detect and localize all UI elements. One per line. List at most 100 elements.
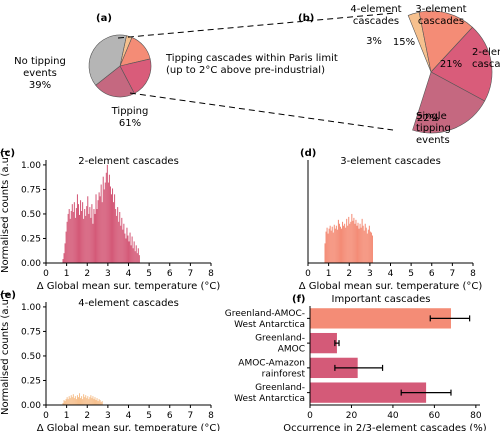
hist-bar — [350, 221, 352, 263]
pie-b-slice-3 — [412, 71, 486, 134]
x-axis-label: Δ Global mean sur. temperature (°C) — [299, 281, 483, 292]
hist-bar — [92, 396, 94, 405]
hist-bar — [71, 204, 73, 263]
hist-bar — [76, 395, 78, 405]
hist-bar — [66, 397, 68, 405]
hist-bar — [103, 189, 105, 263]
hist-bar — [334, 228, 336, 263]
hist-bar — [83, 218, 85, 263]
hist-bar — [138, 255, 140, 263]
hist-bar — [349, 223, 351, 263]
hist-bar — [354, 223, 356, 263]
hist-bar — [98, 192, 100, 263]
hist-bar — [118, 221, 120, 263]
hist-bar — [343, 225, 345, 263]
hist-bar — [95, 194, 97, 263]
hist-bar — [96, 209, 98, 263]
hist-bar — [77, 204, 79, 263]
hist-bar — [96, 398, 98, 405]
connector-bottom — [129, 92, 394, 131]
hist-bar — [360, 227, 362, 263]
x-tick-label: 6 — [429, 269, 435, 279]
pie-b-slice-2 — [430, 26, 493, 102]
hist-bar — [351, 213, 353, 263]
pie-b-pct-1: 15% — [393, 37, 415, 48]
y-tick-label: 0.25 — [21, 234, 41, 244]
hist-bar — [115, 209, 117, 263]
hbar — [310, 332, 337, 354]
hist-bar — [91, 204, 93, 263]
hist-bar — [345, 227, 347, 263]
hist-bar — [86, 206, 88, 263]
panel-title: Important cascades — [332, 294, 431, 305]
hist-bar — [104, 182, 106, 263]
hist-bar — [137, 248, 139, 263]
x-tick-label: 0 — [307, 411, 313, 421]
hist-bar — [337, 219, 339, 263]
panel-c: (c) 2-element cascades 0 1 2 3 4 5 6 7 8 0.00 0.25 0.… — [0, 148, 220, 292]
panel-title: 2-element cascades — [78, 156, 179, 167]
hist-bar — [335, 225, 337, 263]
hist-bar — [329, 225, 331, 263]
hist-bar — [101, 401, 103, 405]
hist-bar — [89, 397, 91, 405]
hist-bar — [347, 225, 349, 263]
hist-bar — [119, 211, 121, 263]
hist-bar — [82, 399, 84, 405]
hist-bar — [358, 228, 360, 263]
hist-bar — [336, 229, 338, 263]
hist-bar — [133, 241, 135, 263]
panel-e: (e) 4-element cascades 0 1 2 3 4 5 6 7 8 0.00 0.25 0.… — [0, 290, 220, 434]
x-tick-label: 7 — [450, 269, 456, 279]
hist-bar — [341, 228, 343, 263]
x-tick-label: 4 — [388, 269, 394, 279]
hist-bar — [85, 215, 87, 263]
hist-bar — [91, 398, 93, 405]
y-tick-label: 0.75 — [21, 185, 41, 195]
hist-bar — [365, 227, 367, 263]
hist-bar — [110, 194, 112, 263]
panel-b: (b) 3% 15% 21% 22% 4-element cascades 3-elemen… — [298, 4, 500, 146]
y-tick-label: 0.00 — [21, 259, 41, 269]
hist-bar — [65, 399, 67, 405]
hist-bar — [106, 164, 108, 263]
hist-bar — [67, 399, 69, 405]
hist-bar — [88, 399, 90, 405]
hist-bar — [113, 202, 115, 263]
hist-bar — [124, 233, 126, 263]
x-tick-label: 5 — [408, 269, 414, 279]
hist-bar — [127, 235, 129, 263]
pie-b-pct-3: 22% — [417, 113, 439, 124]
y-tick-label: 1.00 — [21, 161, 41, 171]
hist-bar — [135, 245, 137, 263]
hist-bar — [366, 233, 368, 263]
hist-bar — [76, 194, 78, 263]
hist-bar — [132, 248, 134, 263]
x-tick-label: 80 — [470, 411, 482, 421]
hist-bar — [125, 238, 127, 263]
hist-bar — [331, 226, 333, 263]
hist-bar — [136, 253, 138, 263]
x-tick-label: 3 — [367, 269, 373, 279]
hist-bar — [93, 209, 95, 263]
x-tick-label: 1 — [64, 411, 70, 421]
hist-bar — [325, 231, 327, 263]
hist-bar — [369, 231, 371, 263]
hist-bar — [97, 401, 99, 405]
hist-bar — [100, 402, 102, 405]
pie-a-sub-slice-2 — [119, 58, 152, 94]
x-tick-label: 60 — [429, 411, 441, 421]
hist-bar — [101, 202, 103, 263]
pie-a-sub-slice-3 — [95, 65, 135, 98]
hist-bar — [98, 399, 100, 405]
hist-bar — [348, 216, 350, 263]
x-tick-label: 5 — [146, 269, 152, 279]
hist-bar — [72, 394, 74, 405]
hist-bar — [356, 225, 358, 263]
hist-bar — [68, 396, 70, 405]
x-tick-label: 8 — [208, 411, 214, 421]
hist-bar — [71, 397, 73, 405]
hist-bar — [65, 231, 67, 263]
hist-bar — [62, 259, 64, 263]
hist-bar — [64, 243, 66, 263]
